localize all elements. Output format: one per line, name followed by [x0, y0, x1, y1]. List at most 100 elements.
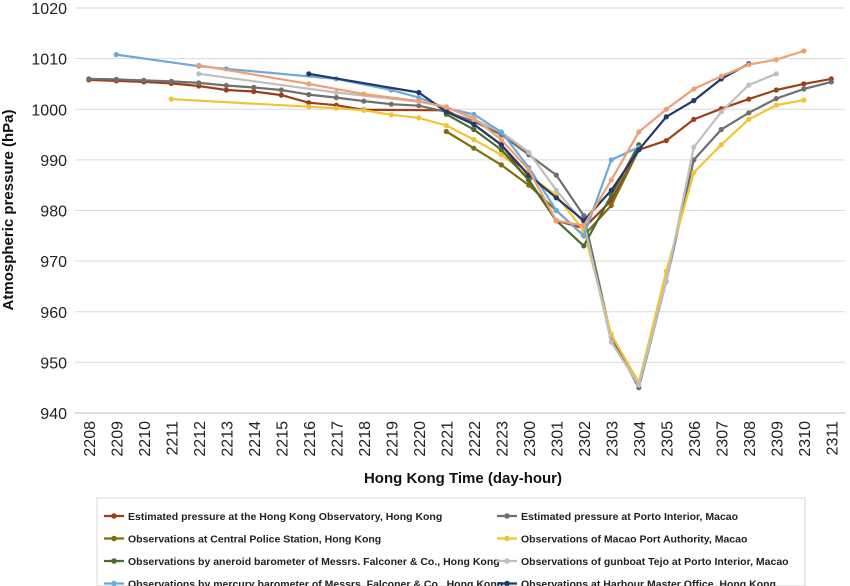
legend-label: Observations of Macao Port Authority, Ma…	[521, 534, 747, 546]
data-point	[773, 87, 779, 93]
data-point	[581, 213, 587, 219]
data-point	[718, 73, 724, 79]
data-point	[196, 80, 202, 86]
data-point	[443, 109, 449, 115]
data-point	[471, 137, 477, 143]
data-point	[691, 169, 697, 176]
x-axis-title: Hong Kong Time (day-hour)	[364, 470, 562, 487]
data-point	[663, 106, 669, 112]
data-point	[718, 142, 724, 148]
y-tick-label: 940	[40, 406, 67, 423]
legend-marker	[504, 580, 510, 586]
data-point	[388, 112, 394, 118]
data-point	[361, 107, 367, 113]
data-point	[471, 121, 477, 127]
legend-marker	[111, 580, 117, 586]
x-tick-label: 2217	[329, 421, 346, 457]
data-point	[388, 101, 394, 107]
x-tick-label: 2306	[687, 421, 704, 457]
data-point	[746, 110, 752, 116]
legend-label: Estimated pressure at the Hong Kong Obse…	[128, 511, 442, 523]
y-tick-label: 960	[40, 305, 67, 322]
data-point	[691, 98, 697, 104]
data-point	[223, 87, 229, 93]
data-point	[636, 129, 642, 135]
data-point	[306, 71, 312, 77]
data-point	[773, 102, 779, 108]
data-point	[663, 114, 669, 120]
data-point	[553, 207, 559, 214]
data-point	[471, 115, 477, 121]
data-point	[718, 126, 724, 133]
x-tick-label: 2303	[604, 421, 621, 457]
x-tick-label: 2220	[412, 421, 429, 457]
data-point	[498, 137, 504, 143]
y-tick-label: 980	[40, 204, 67, 221]
data-point	[746, 62, 752, 68]
data-point	[553, 172, 559, 178]
data-point	[471, 126, 477, 133]
y-tick-label: 950	[40, 355, 67, 372]
data-point	[443, 128, 449, 135]
x-tick-label: 2311	[824, 421, 841, 456]
legend-item: Observations by aneroid barometer of Mes…	[104, 556, 500, 568]
x-tick-label: 2222	[467, 421, 484, 457]
data-point	[443, 122, 449, 129]
data-point	[691, 86, 697, 92]
series-1	[86, 76, 834, 391]
y-tick-label: 1010	[31, 52, 67, 69]
legend-label: Observations of gunboat Tejo at Porto In…	[521, 556, 789, 568]
data-point	[746, 82, 752, 88]
data-point	[663, 138, 669, 144]
data-point	[498, 152, 504, 158]
data-point	[361, 98, 367, 104]
legend-marker	[504, 558, 510, 564]
data-point	[333, 89, 339, 96]
data-point	[581, 243, 587, 249]
data-point	[333, 95, 339, 101]
data-point	[691, 116, 697, 122]
data-point	[498, 129, 504, 135]
x-tick-label: 2209	[109, 421, 126, 457]
data-point	[801, 81, 807, 87]
data-point	[361, 91, 367, 97]
data-point	[746, 96, 752, 102]
legend-label: Observations at Harbour Master Office, H…	[521, 579, 776, 586]
data-point	[471, 145, 477, 151]
data-point	[416, 103, 422, 109]
legend-marker	[504, 513, 510, 519]
y-axis-title: Atmospheric pressure (hPa)	[0, 110, 17, 311]
x-tick-label: 2214	[247, 421, 264, 457]
data-point	[773, 57, 779, 63]
y-tick-label: 990	[40, 153, 67, 170]
x-tick-label: 2215	[274, 421, 291, 457]
x-tick-label: 2304	[632, 421, 649, 457]
data-point	[498, 162, 504, 168]
legend-label: Estimated pressure at Porto Interior, Ma…	[521, 511, 738, 523]
legend-label: Observations by aneroid barometer of Mes…	[128, 556, 500, 568]
y-tick-labels: 940 950 960 970 980 990 1000 1010 1020	[31, 1, 67, 423]
gridlines	[75, 7, 845, 414]
data-point	[526, 149, 532, 155]
legend-item: Observations at Central Police Station, …	[104, 534, 381, 546]
x-tick-label: 2307	[714, 421, 731, 457]
data-point	[306, 100, 312, 106]
series-line	[198, 72, 777, 387]
data-point	[416, 98, 422, 104]
data-point	[801, 48, 807, 54]
data-point	[113, 52, 119, 58]
data-point	[636, 382, 642, 388]
data-point	[828, 79, 834, 85]
series-line	[88, 77, 832, 389]
series-2	[443, 128, 642, 239]
legend-item: Estimated pressure at Porto Interior, Ma…	[497, 511, 738, 523]
x-tick-label: 2302	[577, 421, 594, 457]
x-tick-label: 2211	[164, 421, 181, 456]
data-point	[498, 147, 504, 153]
x-tick-label: 2212	[192, 421, 209, 457]
data-point	[333, 105, 339, 111]
data-point	[278, 87, 284, 93]
y-tick-label: 1000	[31, 102, 67, 119]
x-tick-labels: 2208 2209 2210 2211 2212 2213 2214 2215 2216 2217…	[82, 421, 842, 457]
